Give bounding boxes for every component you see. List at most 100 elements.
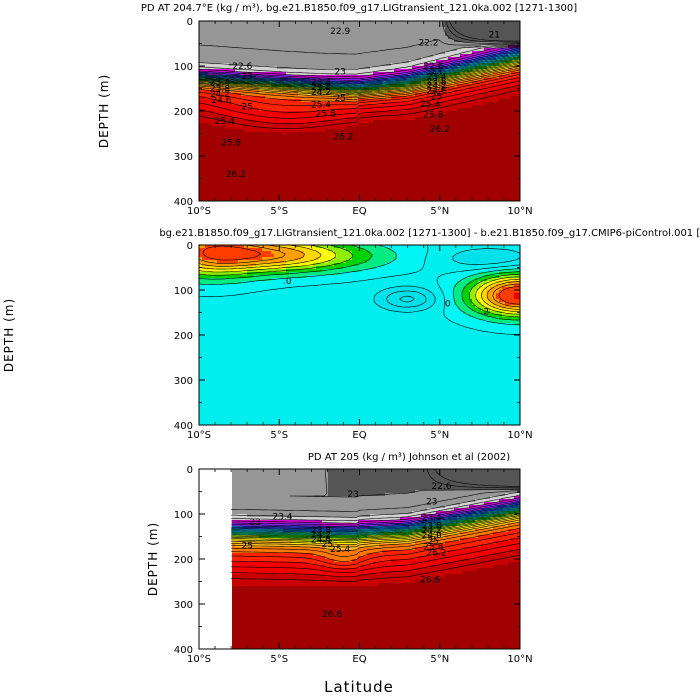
field-cell [400,33,404,37]
field-cell [316,138,320,142]
field-cell [337,51,341,55]
field-cell [274,27,278,31]
field-cell [358,105,362,109]
field-cell [421,114,425,118]
field-cell [370,102,374,106]
field-cell [466,126,470,130]
field-cell [295,63,299,67]
field-cell [289,129,293,133]
field-cell [244,24,248,28]
field-cell [493,96,497,100]
field-cell [253,54,257,58]
field-cell [307,153,311,157]
field-cell [382,48,386,52]
field-cell [511,99,515,103]
field-cell [250,144,254,148]
field-cell [400,45,404,49]
field-cell [418,96,422,100]
field-cell [331,45,335,49]
field-cell [316,66,320,70]
field-cell [217,45,221,49]
field-cell [490,27,494,31]
field-cell [496,21,500,25]
field-cell [301,42,305,46]
field-cell [502,105,506,109]
field-cell [418,102,422,106]
field-cell [448,156,452,160]
field-cell [463,153,467,157]
field-cell [334,159,338,163]
field-cell [481,117,485,121]
field-cell [412,132,416,136]
field-cell [307,75,311,79]
field-cell [448,24,452,28]
field-cell [358,78,362,82]
field-cell [514,78,518,82]
field-cell [436,60,440,64]
field-cell [430,99,434,103]
field-cell [442,102,446,106]
field-cell [442,96,446,100]
field-cell [403,147,407,151]
field-cell [436,99,440,103]
field-cell [331,102,335,106]
field-cell [433,96,437,100]
field-cell [244,33,248,37]
field-cell [373,27,377,31]
field-cell [400,21,404,25]
field-cell [259,102,263,106]
field-cell [223,159,227,163]
field-cell [388,24,392,28]
field-cell [322,135,326,139]
field-cell [499,108,503,112]
field-cell [406,141,410,145]
field-cell [358,45,362,49]
field-cell [409,30,413,34]
field-cell [283,129,287,133]
field-cell [493,105,497,109]
field-cell [226,63,230,67]
field-cell [301,135,305,139]
field-cell [370,153,374,157]
field-cell [232,57,236,61]
field-cell [424,54,428,58]
field-cell [424,45,428,49]
field-cell [469,141,473,145]
field-cell [385,30,389,34]
field-cell [493,21,497,25]
field-cell [487,27,491,31]
field-cell [505,87,509,91]
field-cell [355,60,359,64]
field-cell [340,36,344,40]
field-cell [391,36,395,40]
field-cell [259,93,263,97]
field-cell [313,57,317,61]
field-cell [352,111,356,115]
field-cell [517,90,520,94]
field-cell [469,54,473,58]
field-cell [484,102,488,106]
field-cell [355,99,359,103]
field-cell [457,144,461,148]
field-cell [445,27,449,31]
field-cell [205,78,209,82]
field-cell [508,84,512,88]
field-cell [427,117,431,121]
field-cell [277,96,281,100]
field-cell [214,54,218,58]
field-cell [406,90,410,94]
field-cell [226,156,230,160]
field-cell [517,21,520,25]
field-cell [469,123,473,127]
field-cell [214,147,218,151]
field-cell [409,159,413,163]
field-cell [247,102,251,106]
field-cell [418,24,422,28]
field-cell [322,39,326,43]
field-cell [331,99,335,103]
field-cell [202,114,206,118]
field-cell [217,159,221,163]
field-cell [364,99,368,103]
field-cell [484,63,488,67]
field-cell [268,39,272,43]
